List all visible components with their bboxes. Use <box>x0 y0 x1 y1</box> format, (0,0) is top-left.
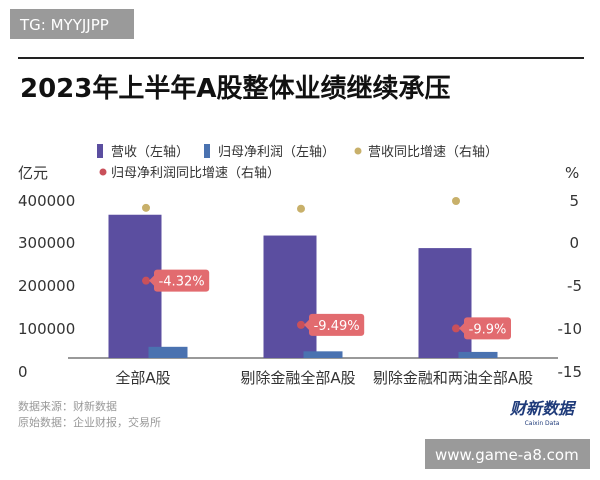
dot-revenue-growth-2 <box>452 197 460 205</box>
bars-layer <box>108 214 498 358</box>
callout-pointer-0 <box>149 275 154 286</box>
bar-net-profit-0 <box>148 346 188 358</box>
watermark-bottom: www.game-a8.com <box>435 446 579 464</box>
callout-box-2 <box>464 317 511 340</box>
callout-pointer-2 <box>459 323 464 334</box>
dot-profit-growth-1 <box>297 320 305 329</box>
callouts-layer: -4.32% -9.49% -9.9% <box>149 269 511 340</box>
dot-revenue-growth-1 <box>297 204 305 213</box>
data-label-profit-growth-2: -9.9% <box>469 322 507 337</box>
left-tick-0: 0 <box>18 363 28 381</box>
legend-marker-revenue-growth <box>354 147 362 155</box>
bar-revenue-2 <box>418 248 472 358</box>
logo-sub: Caixin Data <box>525 420 560 427</box>
legend-label-revenue-growth: 营收同比增速（右轴） <box>368 145 498 160</box>
dots-layer <box>142 197 460 333</box>
left-tick-300000: 300000 <box>18 234 75 252</box>
legend-swatch-revenue <box>97 144 103 158</box>
callout-pointer-1 <box>304 319 309 330</box>
left-tick-400000: 400000 <box>18 192 75 210</box>
dot-profit-growth-0 <box>142 276 150 285</box>
legend-label-net-profit: 归母净利润（左轴） <box>218 145 335 160</box>
bar-net-profit-1 <box>303 351 343 358</box>
watermark-top: TG: MYYJJPP <box>19 16 109 34</box>
dot-profit-growth-2 <box>452 324 460 333</box>
left-axis-unit: 亿元 <box>18 164 48 182</box>
right-axis-unit: % <box>565 164 579 182</box>
callout-box-1 <box>309 313 365 336</box>
callout-box-0 <box>154 269 210 292</box>
data-label-profit-growth-1: -9.49% <box>314 319 360 334</box>
logo-main: 财新数据 <box>509 399 577 418</box>
chart-title: 2023年上半年A股整体业绩继续承压 <box>20 73 451 104</box>
right-tick-minus-10: -10 <box>558 320 583 338</box>
x-axis: 全部A股 剔除金融全部A股 剔除金融和两油全部A股 <box>115 369 533 387</box>
right-tick-0: 0 <box>569 234 579 252</box>
x-tick-all-a: 全部A股 <box>115 369 170 387</box>
bar-net-profit-2 <box>458 351 498 358</box>
right-tick-minus-15: -15 <box>558 363 583 381</box>
legend-label-profit-growth: 归母净利润同比增速（右轴） <box>111 166 280 181</box>
watermark-bottom-bg <box>425 439 590 469</box>
left-axis: 400000 300000 200000 100000 0 <box>18 192 75 381</box>
right-tick-5: 5 <box>569 192 579 210</box>
watermark-top-bg <box>10 9 134 39</box>
right-axis: 5 0 -5 -10 -15 <box>558 192 583 381</box>
dot-revenue-growth-0 <box>142 203 150 212</box>
legend-swatch-net-profit <box>204 144 210 158</box>
left-tick-100000: 100000 <box>18 320 75 338</box>
footer-raw-source: 原始数据：企业财报，交易所 <box>18 415 161 429</box>
title-rule <box>18 57 584 59</box>
footer-source: 数据来源：财新数据 <box>18 399 117 413</box>
x-tick-ex-financial: 剔除金融全部A股 <box>240 369 355 387</box>
bar-revenue-0 <box>108 214 162 358</box>
data-label-profit-growth-0: -4.32% <box>159 275 205 290</box>
legend-label-revenue: 营收（左轴） <box>111 145 189 160</box>
legend: 营收（左轴） 归母净利润（左轴） 营收同比增速（右轴） 归母净利润同比增速（右轴… <box>97 144 498 181</box>
left-tick-200000: 200000 <box>18 277 75 295</box>
x-tick-ex-financial-oil: 剔除金融和两油全部A股 <box>373 369 533 387</box>
legend-marker-profit-growth <box>99 168 107 176</box>
bar-revenue-1 <box>263 235 317 358</box>
caixin-logo: 财新数据 Caixin Data <box>509 399 577 427</box>
right-tick-minus-5: -5 <box>567 277 582 295</box>
